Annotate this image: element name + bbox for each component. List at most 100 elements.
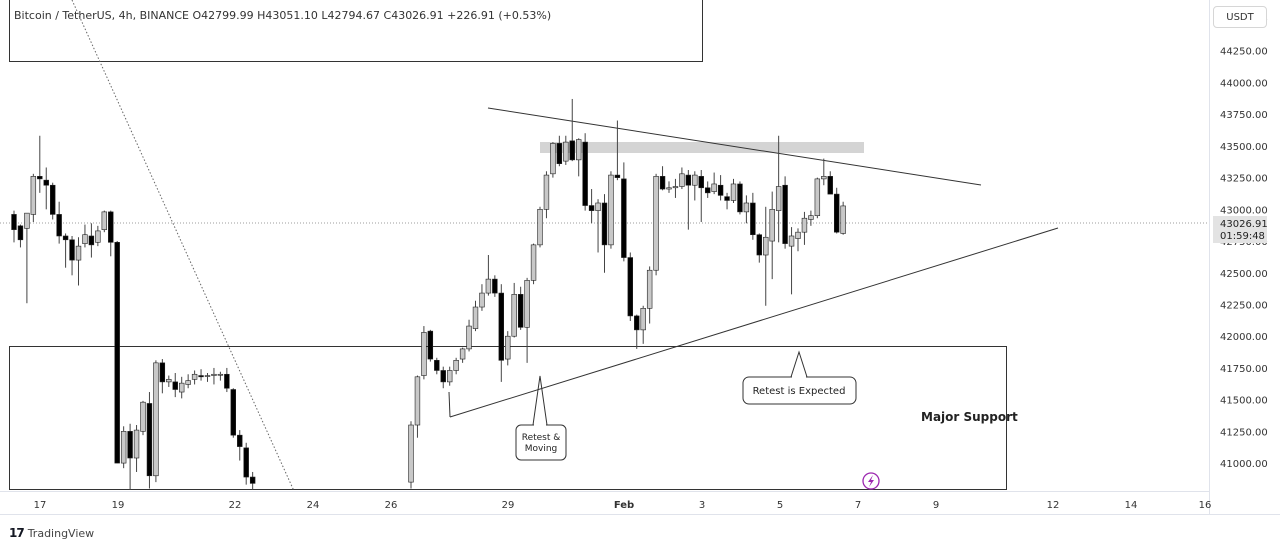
candle-down: [11, 214, 17, 230]
candle-up: [537, 209, 543, 246]
candle-down: [556, 143, 563, 164]
ascending-support-trendline[interactable]: [449, 227, 1059, 418]
candle-up: [217, 373, 224, 376]
rise-segment: [448, 391, 451, 418]
candle-up: [563, 141, 569, 162]
resistance-zone[interactable]: [540, 142, 864, 153]
price-tick-label: 43250.00: [1220, 174, 1268, 185]
candle-up: [75, 245, 82, 261]
time-tick-label: 7: [855, 500, 861, 511]
candle-down: [56, 214, 62, 237]
candle-up: [408, 424, 414, 483]
candle-down: [717, 184, 724, 196]
candle-down: [737, 183, 743, 213]
header-frame: [9, 0, 703, 62]
candle-up: [769, 209, 775, 242]
candle-up: [459, 348, 466, 360]
candle-up: [95, 230, 101, 243]
descending-resistance-trendline[interactable]: [487, 107, 982, 186]
candle-up: [472, 306, 479, 329]
time-tick-label: 22: [229, 500, 242, 511]
candle-up: [185, 380, 191, 385]
candle-up: [608, 174, 614, 246]
candle-up: [801, 217, 808, 233]
price-tick-label: 43750.00: [1220, 110, 1268, 121]
candle-up: [795, 231, 801, 239]
candle-down: [569, 140, 575, 161]
time-tick-label: 5: [777, 500, 783, 511]
price-tick-label: 41000.00: [1220, 459, 1268, 470]
candle-up: [666, 187, 672, 190]
candle-down: [198, 375, 204, 378]
candle-up: [446, 370, 453, 383]
candle-down: [88, 235, 95, 246]
candle-down: [159, 362, 166, 383]
candle-up: [743, 202, 750, 213]
candle-up: [692, 174, 698, 186]
candle-up: [575, 139, 582, 161]
candle-down: [427, 330, 434, 360]
candle-down: [698, 176, 704, 189]
candle-down: [146, 403, 153, 477]
time-tick-label: 17: [34, 500, 47, 511]
candle-up: [821, 176, 827, 180]
candle-up: [672, 186, 679, 189]
price-tick-label: 42250.00: [1220, 300, 1268, 311]
candle-down: [750, 202, 756, 236]
candle-up: [524, 280, 530, 328]
price-tick-label: 43500.00: [1220, 142, 1268, 153]
callout-retest-moving[interactable]: Retest & Moving: [515, 375, 567, 461]
candle-up: [24, 212, 30, 229]
candle-up: [30, 176, 37, 215]
candle-up: [653, 176, 659, 271]
candle-down: [249, 476, 256, 484]
candle-up: [505, 335, 511, 360]
time-axis[interactable]: 17 19 22 24 26 29 Feb 3 5 7 9 12 14 16: [34, 500, 1212, 511]
candle-up: [453, 360, 459, 371]
candle-down: [756, 234, 763, 256]
candle-up: [466, 325, 472, 350]
time-tick-label: 12: [1047, 500, 1060, 511]
candle-up: [763, 236, 769, 256]
price-tick-label: 41250.00: [1220, 427, 1268, 438]
candle-up: [646, 269, 653, 309]
candle-countdown: 01:59:48: [1220, 231, 1265, 242]
candle-up: [543, 174, 550, 210]
time-tick-label: Feb: [614, 500, 634, 511]
candle-up: [120, 431, 127, 464]
time-tick-label: 24: [307, 500, 320, 511]
candle-up: [101, 211, 108, 230]
candle-up: [414, 376, 421, 426]
time-tick-label: 9: [933, 500, 939, 511]
last-price-label: 43026.91: [1220, 219, 1268, 230]
callout-retest-moving-line-2: Moving: [525, 444, 558, 454]
tradingview-logo[interactable]: 17 TradingView: [9, 526, 94, 540]
candle-down: [49, 184, 56, 215]
candle-up: [82, 234, 88, 244]
price-tick-label: 44000.00: [1220, 78, 1268, 89]
candle-up: [191, 373, 198, 380]
time-tick-label: 29: [502, 500, 515, 511]
candle-down: [782, 184, 788, 244]
candle-down: [69, 239, 75, 261]
candle-down: [704, 187, 711, 194]
lightning-icon[interactable]: [862, 472, 880, 490]
price-tick-label: 42000.00: [1220, 332, 1268, 343]
major-support-zone[interactable]: [9, 346, 1007, 490]
candle-up: [530, 244, 537, 281]
candle-up: [788, 235, 795, 247]
candle-down: [833, 193, 840, 233]
currency-unit-button[interactable]: USDT: [1213, 6, 1267, 28]
candle-down: [108, 211, 114, 243]
price-tick-label: 44250.00: [1220, 47, 1268, 58]
candle-up: [179, 382, 185, 393]
candle-up: [140, 401, 146, 432]
candle-down: [601, 202, 608, 246]
candle-up: [808, 215, 814, 220]
callout-retest-expected[interactable]: Retest is Expected: [742, 350, 857, 405]
price-tick-label: 41750.00: [1220, 364, 1268, 375]
candle-up: [711, 183, 717, 192]
descending-dotted-trendline[interactable]: [71, 0, 295, 492]
candle-up: [133, 429, 140, 459]
